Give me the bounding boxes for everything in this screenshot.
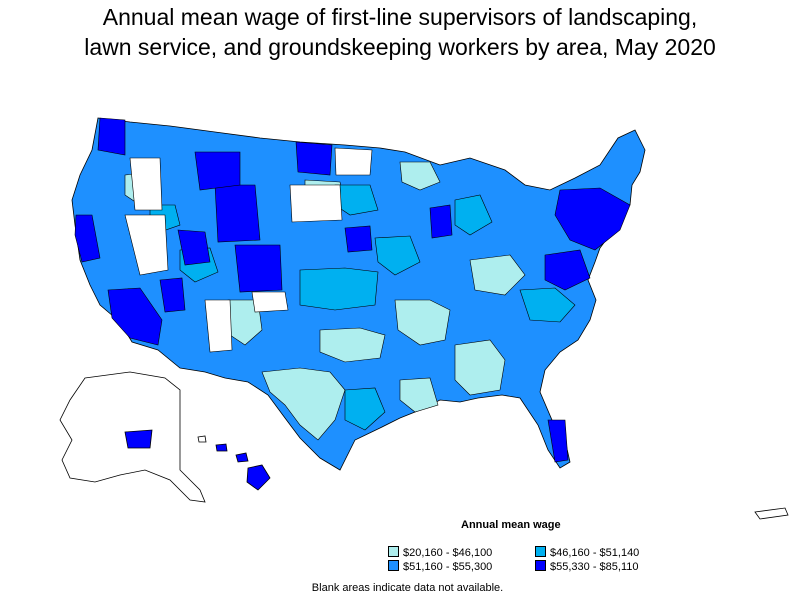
region-new-mexico-west — [204, 299, 233, 353]
legend-item-2: $46,160 - $51,140 — [535, 546, 639, 560]
region-texas-west — [261, 367, 346, 441]
region-kansas — [299, 267, 379, 311]
alaska — [59, 371, 206, 503]
region-washington-west — [97, 117, 126, 156]
region-kentucky-ohio — [469, 254, 526, 296]
bin2-regions — [149, 184, 576, 431]
region-colorado — [234, 244, 283, 293]
region-missouri-iowa — [374, 235, 421, 276]
puerto-rico-outline — [754, 507, 789, 520]
region-northeast — [554, 187, 631, 251]
hawaii-kauai — [197, 435, 207, 443]
region-north-dakota-west — [295, 141, 333, 176]
bin4-regions — [74, 117, 631, 463]
region-arkansas-tennessee — [394, 299, 451, 346]
region-minneapolis — [344, 225, 373, 253]
legend-item-1: $20,160 - $46,100 — [388, 546, 492, 560]
region-kansas-oklahoma — [319, 327, 386, 363]
footnote: Blank areas indicate data not available. — [311, 582, 504, 594]
puerto-rico — [754, 507, 789, 520]
map-title-line-1: Annual mean wage of first-line superviso… — [102, 4, 698, 30]
map-title: Annual mean wage of first-line superviso… — [0, 2, 800, 62]
legend-title: Annual mean wage — [461, 519, 561, 531]
region-michigan — [454, 194, 493, 236]
region-georgia-alabama — [454, 339, 506, 396]
legend-label-1: $20,160 - $46,100 — [403, 547, 493, 559]
legend-label-4: $55,330 - $85,110 — [550, 561, 639, 573]
region-nevada — [124, 214, 169, 276]
legend-swatch-1 — [388, 546, 399, 557]
legend-item-4: $55,330 - $85,110 — [535, 560, 638, 574]
region-maryland-virginia — [544, 249, 591, 291]
region-chicago — [429, 204, 453, 239]
region-nevada-east — [177, 229, 211, 266]
legend-label-2: $46,160 - $51,140 — [550, 547, 640, 559]
region-idaho — [129, 157, 163, 211]
region-nebraska — [251, 291, 289, 313]
region-louisiana — [399, 377, 439, 413]
legend-swatch-3 — [388, 560, 399, 571]
legend-item-3: $51,160 - $55,300 — [388, 560, 492, 574]
region-california-south — [107, 287, 163, 346]
region-wyoming — [214, 184, 261, 243]
region-north-dakota — [334, 147, 373, 176]
region-minnesota-north — [399, 161, 441, 191]
region-virginia-nc — [519, 287, 576, 323]
map-title-line-2: lawn service, and groundskeeping workers… — [84, 34, 716, 60]
legend-swatch-2 — [535, 546, 546, 557]
blank-regions — [124, 147, 373, 353]
region-texas-east — [344, 387, 386, 431]
legend-swatch-4 — [535, 560, 546, 571]
region-montana-east — [289, 184, 343, 223]
hawaii — [197, 435, 271, 491]
legend-label-3: $51,160 - $55,300 — [403, 561, 493, 573]
region-montana-west — [194, 151, 241, 191]
region-arizona-west — [159, 277, 186, 313]
alaska-anchorage — [124, 429, 153, 449]
region-california-north — [74, 214, 101, 263]
region-florida-south — [547, 419, 569, 463]
hawaii-oahu — [215, 443, 228, 452]
hawaii-maui — [235, 452, 249, 463]
hawaii-big-island — [246, 464, 271, 491]
